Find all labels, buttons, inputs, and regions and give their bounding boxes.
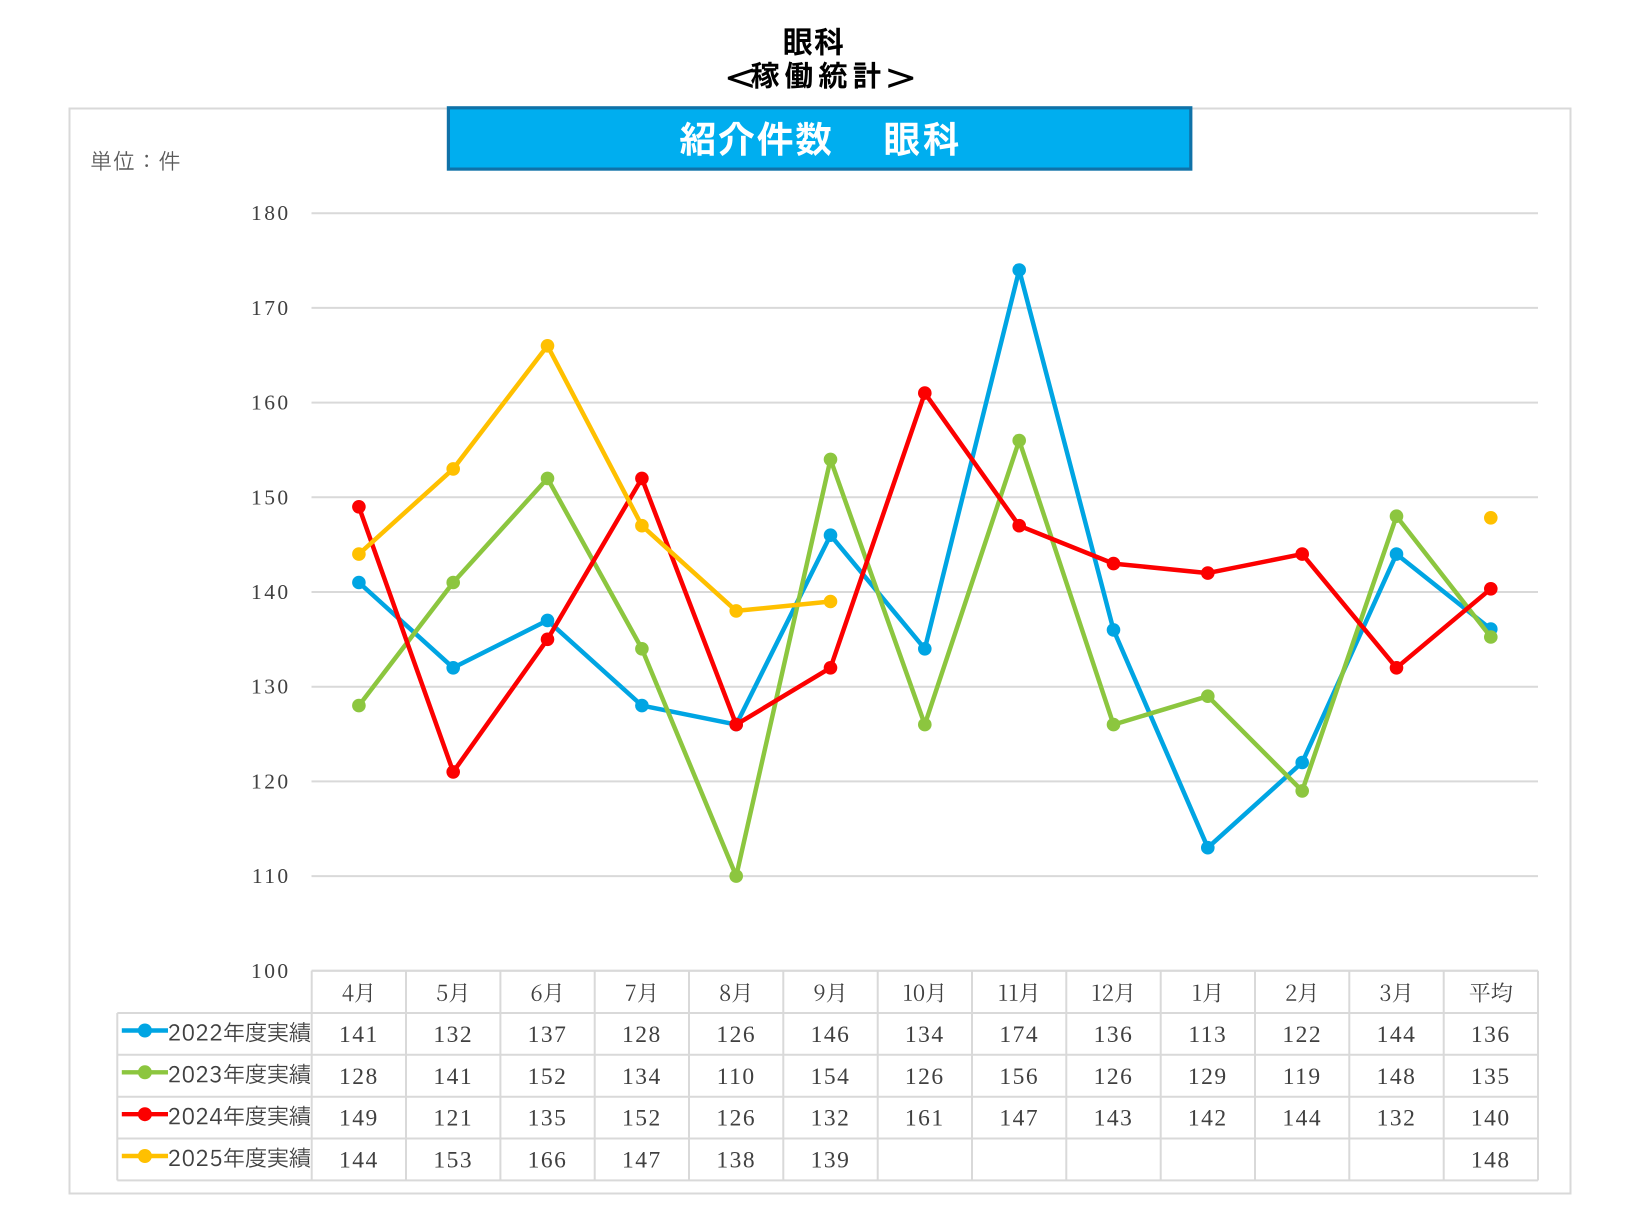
svg-text:143: 143 bbox=[1094, 1106, 1134, 1132]
svg-text:128: 128 bbox=[622, 1022, 662, 1048]
svg-text:132: 132 bbox=[811, 1106, 851, 1132]
svg-text:113: 113 bbox=[1188, 1022, 1227, 1048]
svg-text:146: 146 bbox=[811, 1022, 851, 1048]
svg-text:139: 139 bbox=[811, 1148, 851, 1174]
svg-text:135: 135 bbox=[1471, 1064, 1511, 1090]
svg-text:126: 126 bbox=[716, 1022, 756, 1048]
svg-text:141: 141 bbox=[339, 1022, 379, 1048]
svg-text:144: 144 bbox=[1377, 1022, 1417, 1048]
svg-text:150: 150 bbox=[251, 485, 290, 509]
svg-text:121: 121 bbox=[433, 1106, 473, 1132]
svg-text:154: 154 bbox=[811, 1064, 851, 1090]
svg-text:160: 160 bbox=[251, 391, 290, 415]
svg-text:130: 130 bbox=[251, 675, 290, 699]
svg-text:122: 122 bbox=[1282, 1022, 1322, 1048]
svg-text:138: 138 bbox=[716, 1148, 756, 1174]
svg-text:126: 126 bbox=[1094, 1064, 1134, 1090]
svg-text:132: 132 bbox=[1377, 1106, 1417, 1132]
svg-text:147: 147 bbox=[622, 1148, 662, 1174]
svg-text:110: 110 bbox=[252, 864, 291, 888]
svg-text:174: 174 bbox=[999, 1022, 1039, 1048]
svg-text:152: 152 bbox=[622, 1106, 662, 1132]
svg-text:140: 140 bbox=[1471, 1106, 1511, 1132]
svg-text:148: 148 bbox=[1377, 1064, 1417, 1090]
svg-text:156: 156 bbox=[999, 1064, 1039, 1090]
svg-text:149: 149 bbox=[339, 1106, 379, 1132]
svg-text:141: 141 bbox=[433, 1064, 473, 1090]
svg-text:166: 166 bbox=[528, 1148, 568, 1174]
svg-text:136: 136 bbox=[1471, 1022, 1511, 1048]
svg-text:110: 110 bbox=[717, 1064, 756, 1090]
svg-text:147: 147 bbox=[999, 1106, 1039, 1132]
svg-text:126: 126 bbox=[905, 1064, 945, 1090]
svg-text:180: 180 bbox=[251, 201, 290, 225]
svg-text:134: 134 bbox=[622, 1064, 662, 1090]
svg-text:119: 119 bbox=[1283, 1064, 1322, 1090]
svg-text:126: 126 bbox=[716, 1106, 756, 1132]
svg-text:129: 129 bbox=[1188, 1064, 1228, 1090]
svg-text:152: 152 bbox=[528, 1064, 568, 1090]
svg-text:148: 148 bbox=[1471, 1148, 1511, 1174]
svg-text:137: 137 bbox=[528, 1022, 568, 1048]
svg-text:161: 161 bbox=[905, 1106, 945, 1132]
svg-text:135: 135 bbox=[528, 1106, 568, 1132]
svg-text:153: 153 bbox=[433, 1148, 473, 1174]
svg-text:142: 142 bbox=[1188, 1106, 1228, 1132]
svg-text:134: 134 bbox=[905, 1022, 945, 1048]
svg-text:132: 132 bbox=[433, 1022, 473, 1048]
svg-text:144: 144 bbox=[339, 1148, 379, 1174]
svg-text:100: 100 bbox=[251, 959, 290, 983]
svg-text:120: 120 bbox=[251, 769, 290, 793]
svg-text:128: 128 bbox=[339, 1064, 379, 1090]
svg-text:170: 170 bbox=[251, 296, 290, 320]
svg-text:144: 144 bbox=[1282, 1106, 1322, 1132]
svg-text:140: 140 bbox=[251, 580, 290, 604]
svg-text:136: 136 bbox=[1094, 1022, 1134, 1048]
